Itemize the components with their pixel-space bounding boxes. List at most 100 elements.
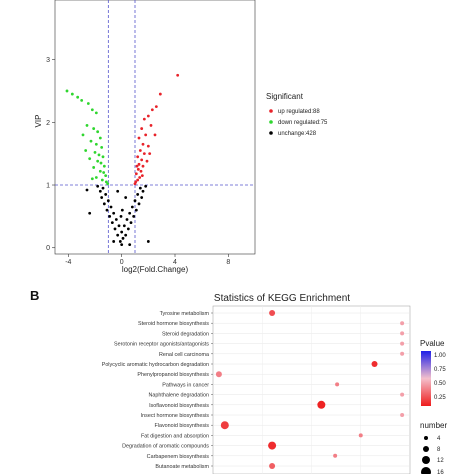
pvalue-tick-4: 0.25 (434, 395, 446, 401)
kegg-dot (400, 331, 405, 336)
up-regulated-point (140, 174, 144, 178)
number-tick-12: 12 (437, 458, 444, 464)
kegg-dot (400, 413, 405, 417)
down-regulated-point (96, 159, 100, 163)
pvalue-legend: Pvalue 1.00 0.75 0.50 0.25 (420, 339, 446, 406)
up-regulated-point (153, 133, 157, 137)
up-regulated-point (141, 142, 145, 146)
unchanged-point (109, 205, 113, 209)
category-label: Butanoate metabolism (155, 464, 209, 470)
category-label: Polycyclic aromatic hydrocarbon degradat… (102, 362, 209, 368)
up-regulated-point (150, 108, 154, 112)
category-label: Serotonin receptor agonists/antagonists (114, 342, 209, 348)
legend-entry-unchange: unchange:428 (278, 131, 317, 137)
unchanged-point (138, 186, 142, 190)
category-label: Carbapenem biosynthesis (147, 454, 210, 460)
x-tick-label: 0 (120, 259, 124, 266)
down-regulated-point (99, 161, 103, 165)
category-label: Degradation of aromatic compounds (122, 444, 209, 450)
number-swatch-16 (421, 467, 431, 474)
unchanged-point (108, 214, 112, 218)
unchanged-point (140, 196, 144, 199)
volcano-x-axis-label: log2(Fold.Change) (122, 265, 189, 274)
category-label: Renal cell carcinoma (159, 352, 209, 358)
number-swatch-12 (422, 456, 430, 464)
unchanged-point (98, 189, 102, 193)
down-regulated-point (94, 176, 98, 179)
down-regulated-point (102, 164, 106, 168)
unchanged-point (116, 233, 120, 237)
number-legend: number 4 8 12 16 (420, 421, 447, 474)
unchanged-point (113, 227, 117, 231)
panel-b-label: B (30, 288, 39, 303)
down-regulated-point (102, 171, 106, 174)
legend-title: Significant (266, 92, 304, 101)
unchanged-point (124, 196, 128, 199)
unchanged-point (112, 211, 116, 215)
unchanged-point (114, 218, 118, 221)
volcano-y-axis-label: VIP (34, 115, 43, 128)
up-regulated-point (137, 162, 141, 166)
down-regulated-point (92, 166, 96, 169)
up-regulated-point (146, 114, 150, 118)
unchanged-point (112, 240, 116, 243)
x-tick-label: 8 (226, 259, 230, 266)
kegg-dot-plot: Tyrosine metabolism Steroid hormone biosy… (102, 305, 411, 474)
pvalue-tick-1: 1.00 (434, 353, 446, 359)
up-regulated-point (146, 144, 150, 148)
legend-entry-up: up regulated:88 (278, 109, 320, 115)
down-regulated-point (88, 157, 92, 161)
up-regulated-point (142, 152, 146, 156)
unchanged-point (88, 211, 92, 215)
unchanged-point (116, 189, 120, 193)
up-regulated-point (142, 117, 146, 121)
down-regulated-point (98, 136, 102, 140)
kegg-dot (215, 371, 222, 378)
unchanged-point (117, 224, 121, 228)
number-tick-8: 8 (437, 447, 441, 453)
up-regulated-point (138, 149, 142, 152)
up-regulated-point (135, 164, 139, 168)
down-regulated-point (94, 142, 98, 146)
up-regulated-point (140, 127, 144, 130)
down-regulated-point (85, 124, 89, 127)
unchanged-point (106, 199, 110, 203)
pvalue-tick-2: 0.75 (434, 367, 446, 373)
unchanged-point (125, 218, 129, 221)
number-legend-title: number (420, 421, 447, 430)
unchanged-point (134, 208, 138, 212)
kegg-dot (333, 453, 338, 458)
down-regulated-point (100, 145, 104, 149)
volcano-legend: Significant up regulated:88 down regulat… (266, 92, 328, 137)
unchanged-point (121, 236, 125, 240)
kegg-dot (400, 321, 405, 326)
down-regulated-point (90, 177, 94, 181)
category-label: Naphthalene degradation (148, 393, 209, 399)
up-regulated-point (145, 159, 149, 163)
kegg-dot (400, 341, 405, 346)
down-regulated-point (92, 127, 96, 130)
unchanged-point (119, 214, 123, 218)
category-label: Fat digestion and absorption (141, 433, 209, 439)
kegg-dot (317, 400, 326, 409)
up-regulated-point (158, 92, 162, 96)
down-regulated-point (104, 174, 108, 178)
down-regulated-point (106, 182, 110, 186)
number-swatch-8 (423, 446, 429, 452)
unchanged-point (122, 224, 126, 228)
kegg-dot (268, 441, 277, 450)
pvalue-tick-3: 0.50 (434, 381, 446, 387)
up-regulated-point (133, 182, 137, 186)
kegg-dot (400, 392, 405, 397)
unchanged-point (96, 184, 100, 188)
kegg-dot (358, 433, 363, 438)
up-regulated-point (134, 172, 138, 176)
down-regulated-point (98, 169, 102, 173)
x-tick-label: -4 (65, 259, 71, 266)
x-tick-label: 4 (173, 259, 177, 266)
category-label: Phenylpropanoid biosynthesis (137, 372, 209, 378)
unchanged-point (129, 221, 133, 225)
unchanged-point (85, 188, 89, 192)
y-tick-label: 0 (46, 245, 50, 252)
kegg-dot (335, 382, 340, 387)
